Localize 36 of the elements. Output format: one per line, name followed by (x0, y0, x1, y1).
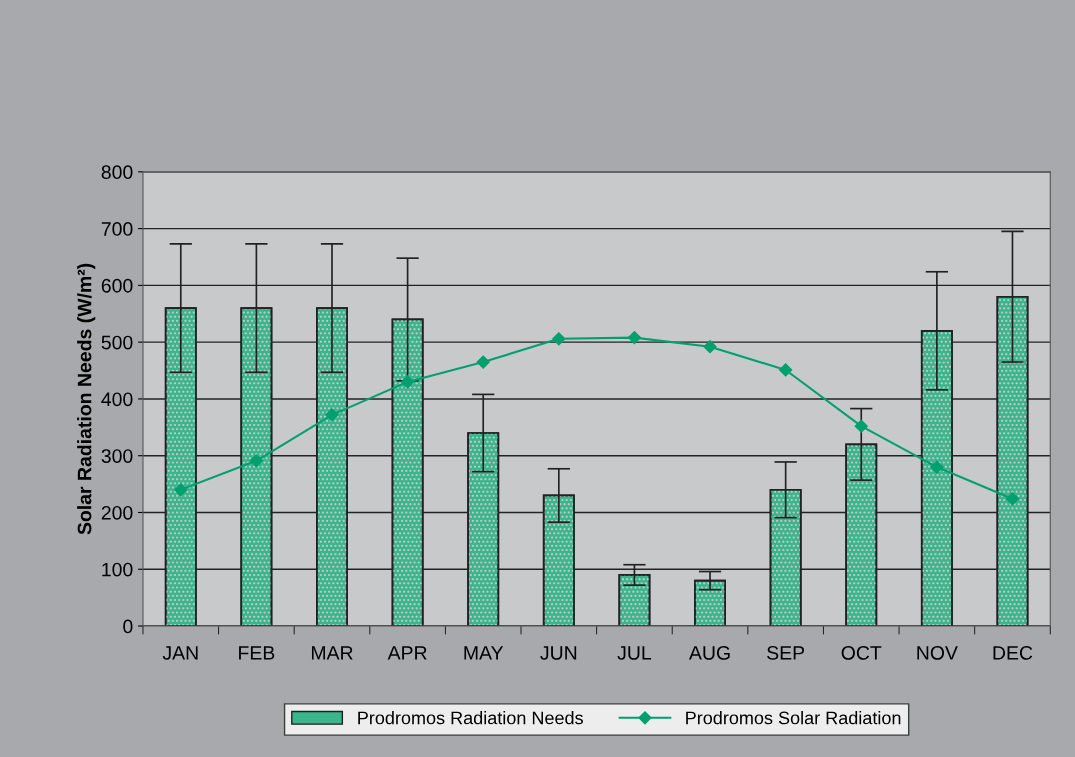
point (1005, 492, 1020, 506)
legend-label: Prodromos Radiation Needs (358, 711, 583, 725)
x-tick-label: MAR (311, 646, 353, 660)
point (854, 419, 868, 433)
x-tick-label: AUG (689, 646, 730, 660)
y-tick-label: 400 (101, 392, 133, 407)
point (703, 340, 717, 354)
y-tick-label: 0 (123, 619, 133, 634)
point (174, 483, 188, 497)
legend-label: Prodromos Solar Radiation (686, 711, 901, 725)
y-tick-label: 200 (101, 505, 133, 520)
x-tick-label: FEB (239, 646, 275, 660)
point (476, 355, 490, 369)
point (779, 363, 793, 377)
y-tick-label: 800 (101, 165, 133, 180)
point (930, 460, 944, 474)
x-tick-label: APR (387, 646, 427, 660)
y-axis-title: Solar Radiation Needs (W/m²) (77, 263, 96, 535)
x-tick-label: OCT (841, 646, 882, 660)
y-tick-label: 100 (102, 562, 133, 577)
y-tick-label: 300 (101, 449, 133, 463)
point (627, 331, 642, 345)
x-tick-label: JAN (162, 646, 198, 660)
x-tick-label: SEP (767, 646, 805, 660)
y-tick-label: 600 (101, 278, 133, 293)
point (249, 454, 263, 468)
y-tick-label: 500 (101, 335, 133, 350)
x-tick-label: JUN (540, 646, 577, 660)
point (552, 332, 566, 346)
x-tick-label: NOV (917, 646, 958, 660)
x-tick-label: MAY (464, 646, 504, 660)
point (325, 408, 339, 422)
y-tick-label: 700 (101, 222, 133, 236)
point (401, 375, 415, 389)
x-tick-label: JUL (617, 646, 652, 660)
x-tick-label: DEC (993, 646, 1033, 660)
